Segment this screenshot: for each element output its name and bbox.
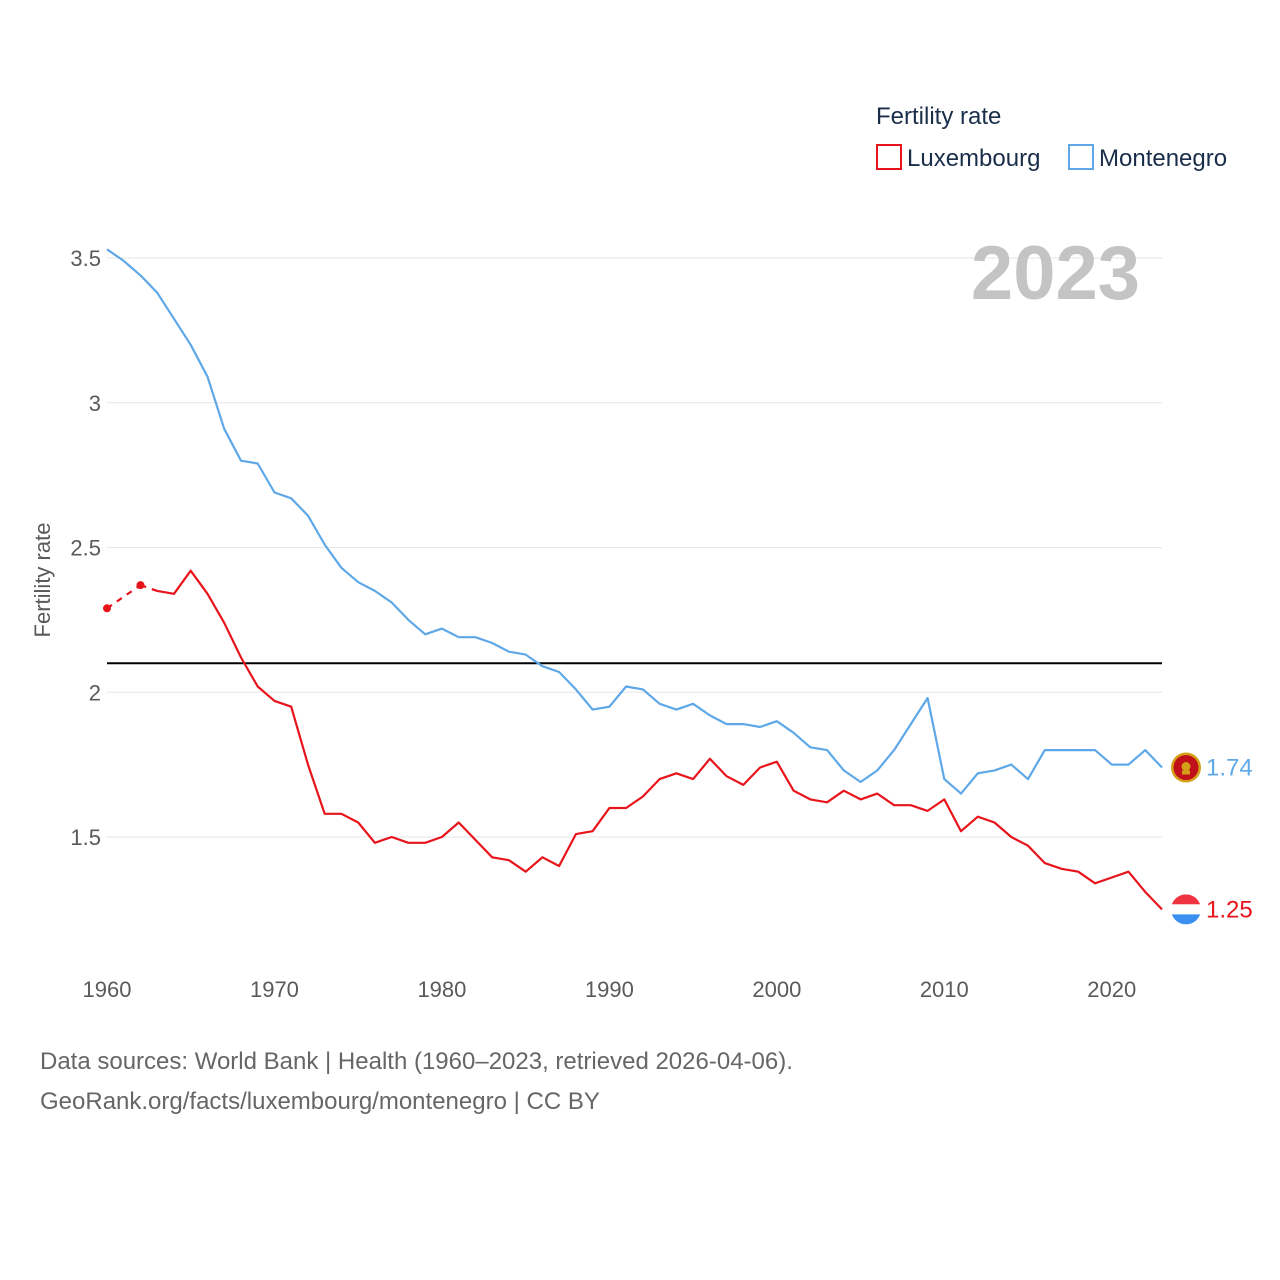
- series-point-luxembourg: [136, 581, 145, 590]
- series-luxembourg: [103, 569, 1163, 911]
- end-label-montenegro: 1.74: [1206, 755, 1253, 782]
- legend-label-luxembourg: Luxembourg: [907, 145, 1040, 172]
- legend-swatch-luxembourg: [876, 144, 902, 170]
- source-note: Data sources: World Bank | Health (1960–…: [40, 1042, 793, 1122]
- series-lines: [103, 248, 1163, 911]
- luxembourg-flag-icon: [1171, 894, 1201, 925]
- x-tick-label: 1960: [83, 977, 132, 1002]
- legend-item-montenegro[interactable]: Montenegro: [1068, 144, 1227, 172]
- y-tick-label: 2: [89, 680, 101, 705]
- x-tick-label: 1980: [417, 977, 466, 1002]
- y-axis-ticks: 1.5 2 2.5 3 3.5: [70, 246, 101, 850]
- series-end-labels: 1.25 1.74: [1171, 752, 1253, 925]
- y-tick-label: 2.5: [70, 536, 101, 561]
- x-tick-label: 2020: [1087, 977, 1136, 1002]
- current-year-label: 2023: [971, 231, 1140, 316]
- source-line-2: GeoRank.org/facts/luxembourg/montenegro …: [40, 1088, 600, 1115]
- y-tick-label: 3.5: [70, 246, 101, 271]
- source-line-1: Data sources: World Bank | Health (1960–…: [40, 1048, 793, 1075]
- legend: Fertility rate Luxembourg Montenegro: [876, 103, 1227, 172]
- x-tick-label: 2010: [920, 977, 969, 1002]
- y-axis-label: Fertility rate: [30, 523, 55, 638]
- x-tick-label: 1970: [250, 977, 299, 1002]
- series-line-montenegro: [106, 248, 1163, 795]
- series-montenegro: [106, 248, 1163, 795]
- fertility-rate-chart: 1.5 2 2.5 3 3.5 1960 1970 1980 1990 2000 2010 2020…: [30, 103, 1253, 1002]
- x-tick-label: 2000: [752, 977, 801, 1002]
- legend-swatch-montenegro: [1068, 144, 1094, 170]
- y-tick-label: 1.5: [70, 825, 101, 850]
- series-point-luxembourg: [103, 604, 111, 613]
- y-tick-label: 3: [89, 391, 101, 416]
- x-axis-ticks: 1960 1970 1980 1990 2000 2010 2020: [83, 977, 1137, 1002]
- series-line-luxembourg: [140, 569, 1163, 911]
- montenegro-flag-icon: [1171, 752, 1201, 783]
- legend-item-luxembourg[interactable]: Luxembourg: [876, 144, 1040, 172]
- series-gap-line-luxembourg: [106, 584, 142, 610]
- end-label-luxembourg: 1.25: [1206, 896, 1253, 923]
- x-tick-label: 1990: [585, 977, 634, 1002]
- gridlines: [107, 257, 1162, 838]
- legend-title: Fertility rate: [876, 103, 1001, 130]
- legend-label-montenegro: Montenegro: [1099, 145, 1227, 172]
